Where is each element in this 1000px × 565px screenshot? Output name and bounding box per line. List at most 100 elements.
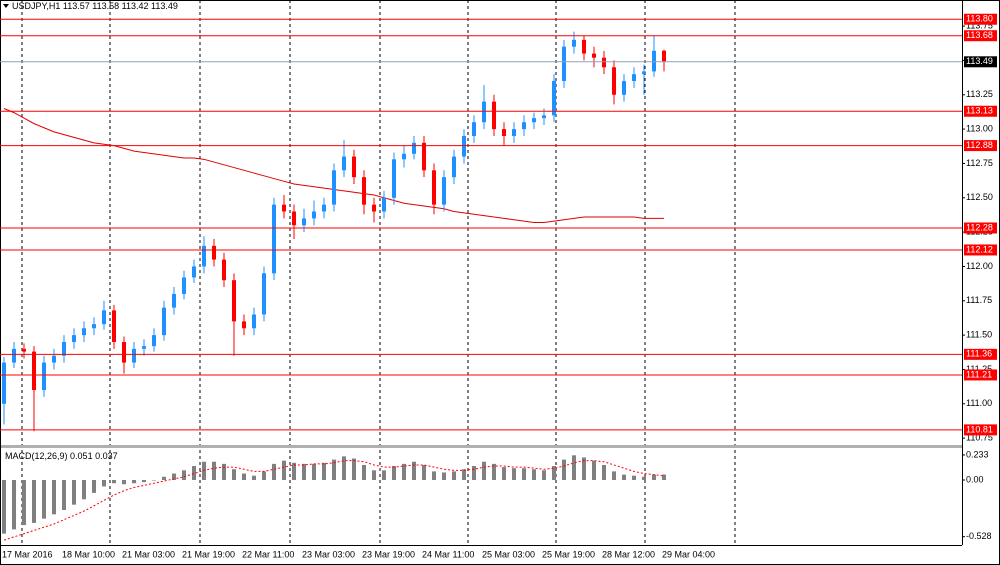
level-box <box>964 244 997 256</box>
y-tick-label: -0.528 <box>966 531 992 541</box>
macd-bar <box>342 456 346 480</box>
y-tick-label: 0.00 <box>966 474 984 484</box>
candle-body <box>302 218 306 226</box>
level-label: 113.13 <box>966 106 993 116</box>
y-tick-label: 113.75 <box>966 20 993 30</box>
plot: 110.75 111.00 111.25 111.50 111.75 112.00 112.… <box>0 13 997 559</box>
level-label: 113.80 <box>966 14 993 24</box>
macd-bar <box>272 463 276 480</box>
candle-body <box>222 259 226 281</box>
candle-body <box>442 177 446 205</box>
candle-body <box>252 314 256 329</box>
level-label: 112.28 <box>966 222 993 232</box>
y-tick-label: 111.50 <box>966 329 992 339</box>
level-label: 111.36 <box>966 349 992 359</box>
macd-bar <box>252 475 256 480</box>
macd-bar <box>412 461 416 480</box>
candle-body <box>352 156 356 178</box>
macd-bar <box>392 466 396 480</box>
macd-bar <box>662 474 666 480</box>
macd-bar <box>562 459 566 480</box>
macd-bar <box>112 479 116 484</box>
candle-body <box>392 159 396 198</box>
candle-body <box>652 50 656 72</box>
level-label: 110.81 <box>966 424 993 434</box>
level-box <box>964 30 997 42</box>
candle-body <box>232 280 236 322</box>
candle-body <box>262 273 266 315</box>
macd-bar <box>502 467 506 480</box>
macd-bar <box>152 479 156 481</box>
level-box <box>964 105 997 117</box>
candle-body <box>192 266 196 278</box>
macd-header: MACD(12,26,9) 0.051 0.037 <box>5 451 118 461</box>
level-label: 112.88 <box>966 140 993 150</box>
level-box <box>964 13 997 25</box>
y-tick-label: 111.00 <box>966 398 992 408</box>
macd-bar <box>82 479 86 500</box>
candle-body <box>582 39 586 54</box>
x-tick-label: 23 Mar 03:00 <box>302 549 355 559</box>
candle-body <box>502 129 506 136</box>
macd-bar <box>472 466 476 480</box>
x-tick-label: 22 Mar 11:00 <box>242 549 294 559</box>
y-tick-label: 112.50 <box>966 192 993 202</box>
macd-bar <box>612 471 616 480</box>
candle-body <box>412 142 416 154</box>
last-price-box <box>964 56 997 68</box>
x-tick-label: 29 Mar 04:00 <box>662 549 715 559</box>
last-close: 113.49 <box>151 1 178 11</box>
macd-bar <box>642 476 646 480</box>
macd-bar <box>542 470 546 480</box>
macd-bar <box>482 461 486 480</box>
candle-body <box>402 153 406 160</box>
candle-body <box>242 321 246 329</box>
candle-body <box>92 324 96 329</box>
x-tick-label: 18 Mar 10:00 <box>62 549 115 559</box>
macd-bar <box>92 479 96 493</box>
macd-bar <box>292 462 296 480</box>
candle-body <box>542 115 546 119</box>
candle-body <box>602 57 606 68</box>
macd-bar <box>32 479 36 523</box>
macd-bar <box>282 460 286 480</box>
macd-bar <box>382 470 386 480</box>
level-box <box>964 348 997 360</box>
level-box <box>964 369 997 381</box>
macd-bar <box>192 466 196 480</box>
candle-body <box>202 245 206 267</box>
x-tick-label: 21 Mar 03:00 <box>122 549 175 559</box>
candle-body <box>322 204 326 212</box>
candle-body <box>162 307 166 336</box>
candle-body <box>212 245 216 260</box>
macd-bar <box>592 460 596 480</box>
candle-body <box>472 122 476 136</box>
macd-bar <box>362 464 366 480</box>
candle-body <box>522 122 526 130</box>
candle-body <box>42 362 46 391</box>
candle-body <box>172 293 176 308</box>
macd-bar <box>72 479 76 505</box>
level-label: 112.12 <box>966 244 993 254</box>
y-tick-label: 113.00 <box>966 123 993 133</box>
macd-bar <box>172 473 176 480</box>
macd-bar <box>232 469 236 480</box>
macd-bar <box>322 462 326 480</box>
macd-bar <box>62 479 66 511</box>
x-tick-label: 23 Mar 19:00 <box>362 549 415 559</box>
macd-bar <box>432 471 436 480</box>
y-tick-label: 113.25 <box>966 89 993 99</box>
macd-bar <box>242 473 246 480</box>
macd-bar <box>162 476 166 480</box>
candle-body <box>112 310 116 342</box>
candle-body <box>12 348 16 363</box>
y-tick-label: 111.25 <box>966 364 992 374</box>
macd-bar <box>2 479 6 534</box>
macd-bar <box>422 464 426 480</box>
y-tick-label: 0.233 <box>966 449 989 459</box>
candle-body <box>642 71 646 75</box>
candle-body <box>292 211 296 226</box>
candle-body <box>572 39 576 47</box>
macd-bar <box>102 479 106 487</box>
